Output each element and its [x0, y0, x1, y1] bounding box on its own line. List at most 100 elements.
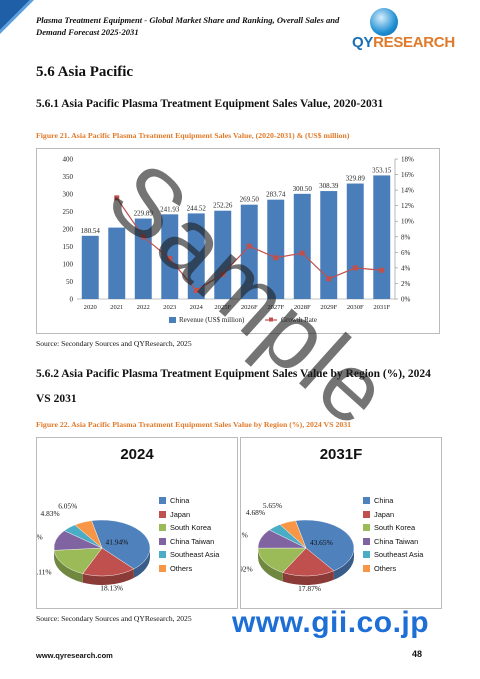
growth-rate-point — [167, 256, 173, 262]
x-tick-label: 2025F — [214, 304, 231, 311]
y2-tick-label: 2% — [401, 280, 411, 288]
pie-slice-south-korea — [53, 547, 103, 574]
legend-item: Others — [363, 562, 423, 576]
legend-item: Southeast Asia — [363, 548, 423, 562]
pie-percent-label: 11.22% — [241, 530, 248, 539]
pie-title-2031: 2031F — [319, 446, 363, 463]
growth-rate-point — [140, 234, 146, 240]
bar-value-label: 308.39 — [319, 182, 339, 190]
pie-panel-2031: 2031F 43.65% 17.87% 16.92% 11.22% 4.68%5.65%… — [240, 437, 442, 609]
legend-label: Southeast Asia — [374, 550, 424, 559]
corner-decoration — [0, 0, 34, 34]
gii-watermark: www.gii.co.jp — [232, 606, 430, 639]
pie-slice-china — [91, 519, 151, 570]
legend-label: China — [374, 496, 394, 505]
y-tick-label: 400 — [63, 156, 74, 164]
bar-value-label: 269.50 — [240, 196, 260, 204]
y2-tick-label: 0% — [401, 296, 411, 304]
pie-percent-label: 17.11% — [37, 567, 52, 576]
figure-22-caption: Figure 22. Asia Pacific Plasma Treatment… — [36, 420, 352, 429]
pie-slice-japan — [282, 547, 335, 577]
legend-swatch-revenue — [169, 317, 176, 323]
legend-label: China Taiwan — [374, 536, 419, 546]
legend-label: Japan — [374, 509, 395, 519]
bar-2024 — [187, 213, 205, 299]
bar-2021 — [108, 227, 126, 299]
bar-2031F — [373, 175, 391, 299]
pie-slice-others — [279, 520, 307, 549]
pie-percent-label: 18.13% — [100, 584, 123, 593]
pie-percent-label: 4.83% — [41, 509, 60, 518]
bar-2030F — [346, 183, 364, 299]
legend-item: Southeast Asia — [159, 548, 219, 562]
bar-value-label: 244.52 — [187, 204, 207, 212]
legend-item: China Taiwan — [159, 535, 219, 549]
source-note-1: Source: Secondary Sources and QYResearch… — [36, 339, 192, 348]
y2-tick-label: 4% — [401, 264, 411, 272]
pie-side-japan — [282, 570, 334, 585]
y-tick-label: 100 — [63, 261, 74, 269]
bar-value-label: 180.54 — [81, 227, 101, 235]
legend-item: South Korea — [363, 521, 423, 535]
x-tick-label: 2023 — [163, 304, 177, 311]
bar-value-label: 353.15 — [372, 166, 392, 174]
qyresearch-logo: QYRESEARCH — [352, 8, 462, 52]
legend-item: China Taiwan — [363, 535, 423, 549]
bar-value-label: 283.74 — [266, 191, 286, 199]
legend-marker-growth — [269, 317, 273, 322]
x-tick-label: 2024 — [190, 304, 204, 311]
growth-rate-point — [326, 276, 332, 282]
legend-swatch — [159, 524, 166, 532]
bar-2020 — [81, 235, 99, 299]
growth-rate-point — [114, 195, 120, 201]
subsection-heading-sales-value: 5.6.1 Asia Pacific Plasma Treatment Equi… — [36, 98, 384, 110]
legend-swatch — [159, 551, 166, 559]
bar-value-label: 229.89 — [134, 210, 154, 218]
y-tick-label: 200 — [63, 226, 74, 234]
pie-side-japan — [82, 568, 134, 585]
pie-side-china — [333, 548, 354, 580]
pie-percent-label: 4.68% — [246, 508, 265, 517]
y-tick-label: 150 — [63, 243, 74, 251]
legend-label: South Korea — [374, 523, 416, 532]
bar-2029F — [320, 191, 338, 299]
growth-rate-point — [220, 271, 226, 277]
pie-percent-label: 16.92% — [241, 564, 253, 573]
y2-tick-label: 16% — [401, 171, 414, 179]
pie-legend-2024: China Japan South Korea China Taiwan Southea… — [159, 494, 219, 575]
x-tick-label: 2030F — [347, 304, 364, 311]
legend-item: Others — [159, 562, 219, 576]
legend-label: South Korea — [170, 523, 212, 532]
growth-rate-point — [246, 243, 252, 249]
bar-value-label: 329.89 — [346, 175, 366, 183]
section-heading: 5.6 Asia Pacific — [36, 64, 134, 80]
pie-percent-label: 5.65% — [263, 501, 282, 510]
x-tick-label: 2029F — [320, 304, 337, 311]
y-tick-label: 300 — [63, 191, 74, 199]
y2-tick-label: 12% — [401, 202, 414, 210]
pie-side-china — [133, 548, 150, 578]
pie-slice-others — [74, 520, 103, 549]
legend-label-revenue: Revenue (US$ million) — [179, 316, 245, 324]
pie-percent-label: 41.94% — [106, 537, 129, 546]
y2-tick-label: 10% — [401, 218, 414, 226]
legend-swatch — [363, 497, 370, 505]
figure-21-caption: Figure 21. Asia Pacific Plasma Treatment… — [36, 131, 350, 140]
bar-2028F — [293, 193, 311, 299]
pie-chart-2031: 43.65% 17.87% 16.92% 11.22% 4.68%5.65% — [241, 501, 355, 593]
bar-2025F — [214, 210, 232, 299]
pie-slice-china — [295, 519, 355, 572]
x-tick-label: 2031F — [373, 304, 390, 311]
legend-item: South Korea — [159, 521, 219, 535]
legend-item: Japan — [363, 508, 423, 522]
x-tick-label: 2021 — [110, 304, 123, 311]
growth-rate-point — [299, 250, 305, 256]
logo-wordmark: QYRESEARCH — [352, 34, 455, 51]
legend-item: Japan — [159, 508, 219, 522]
combo-bar-line-chart: 0 50 100 150 200 250 300 350 400 0% 2% 4% 6% 8% 10% 12%… — [63, 156, 415, 325]
legend-label: Japan — [170, 509, 191, 519]
legend-label: China — [170, 496, 190, 505]
pie-legend-2031: China Japan South Korea China Taiwan Southea… — [363, 494, 423, 575]
bar-value-label: 252.26 — [213, 202, 233, 210]
legend-swatch — [363, 524, 370, 532]
